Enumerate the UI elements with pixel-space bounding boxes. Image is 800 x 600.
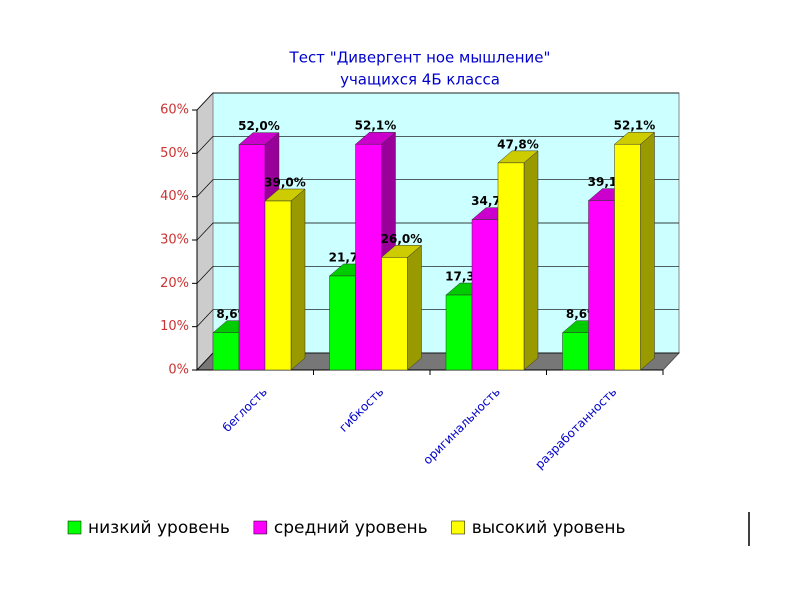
- bar: [588, 200, 615, 371]
- y-tick-label: 20%: [160, 276, 189, 291]
- legend-swatch: [451, 520, 465, 535]
- bar: [355, 143, 382, 371]
- grid-line: [196, 179, 214, 197]
- bar-side: [640, 131, 655, 371]
- value-label: 26,0%: [381, 232, 423, 246]
- bar-side: [407, 244, 422, 371]
- legend-label: средний уровень: [274, 518, 428, 538]
- grid-line: [196, 309, 214, 327]
- x-tick-label: беглость: [220, 385, 270, 435]
- bar: [471, 219, 499, 371]
- legend-label: низкий уровень: [88, 518, 230, 538]
- legend-label: высокий уровень: [472, 518, 626, 538]
- bar-side: [290, 188, 306, 371]
- grid-line: [196, 222, 214, 241]
- bar: [381, 257, 408, 371]
- grid-line: [196, 136, 214, 154]
- bar: [329, 275, 356, 371]
- bar: [497, 162, 525, 371]
- value-label: 52,1%: [355, 119, 397, 133]
- y-tick-label: 0%: [168, 363, 189, 378]
- bar: [562, 332, 589, 371]
- bar: [264, 200, 292, 371]
- value-label: 39,0%: [264, 176, 306, 190]
- chart-subtitle: учащихся 4Б класса: [340, 71, 500, 89]
- bar: [445, 294, 473, 371]
- y-tick-label: 40%: [160, 189, 189, 204]
- y-tick-label: 60%: [160, 103, 189, 118]
- x-tick-label: разработанность: [532, 385, 619, 472]
- y-tick-label: 30%: [160, 233, 189, 248]
- chart-title: Тест "Дивергент ное мышление": [289, 49, 551, 67]
- legend-swatch: [67, 520, 82, 535]
- legend-swatch: [253, 520, 268, 535]
- x-tick-label: гибкость: [336, 385, 386, 435]
- value-label: 52,1%: [614, 119, 656, 133]
- y-tick-label: 10%: [160, 319, 189, 334]
- value-label: 47,8%: [497, 137, 539, 151]
- value-label: 52,0%: [238, 119, 280, 133]
- grid-line: [196, 266, 214, 284]
- bar-side: [523, 150, 539, 371]
- bar: [614, 143, 641, 371]
- y-tick-label: 50%: [160, 146, 189, 161]
- bar: [212, 332, 240, 371]
- grid-line: [196, 352, 214, 371]
- x-tick-label: оригинальность: [420, 385, 502, 467]
- grid-line: [196, 92, 214, 111]
- bar: [238, 144, 266, 371]
